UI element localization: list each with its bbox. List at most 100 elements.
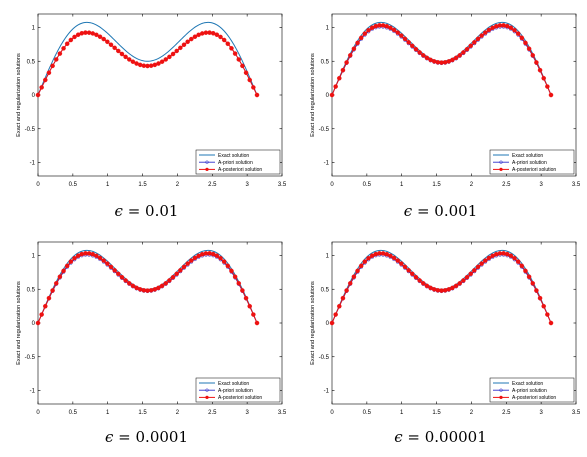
- data-point-aposteriori: [79, 31, 85, 36]
- legend-label-exact: Exact solution: [218, 153, 249, 159]
- data-point-aposteriori: [406, 268, 411, 273]
- x-tick-label: 2.5: [208, 410, 217, 416]
- legend-label-apriori: A-priori solution: [512, 388, 547, 394]
- x-tick-label: 0: [330, 410, 334, 416]
- x-tick-label: 3: [245, 182, 249, 188]
- data-point-aposteriori: [537, 295, 543, 301]
- legend-marker-apriori: [499, 388, 503, 392]
- data-point-aposteriori: [515, 31, 521, 36]
- data-point-aposteriori: [174, 271, 179, 277]
- x-tick-label: 1: [106, 182, 110, 188]
- y-axis-label: Exact and regularization solutions: [310, 281, 316, 365]
- data-point-aposteriori: [189, 258, 194, 263]
- data-point-aposteriori: [417, 50, 422, 55]
- data-point-aposteriori: [229, 268, 234, 274]
- legend-label-aposteriori: A-posteriori solution: [512, 167, 556, 173]
- x-tick-label: 3: [539, 410, 543, 416]
- x-tick-label: 1: [106, 410, 110, 416]
- data-point-aposteriori: [468, 43, 473, 49]
- legend-label-apriori: A-priori solution: [512, 160, 547, 166]
- legend-marker-apriori: [205, 388, 209, 392]
- data-point-aposteriori: [167, 278, 172, 283]
- data-point-aposteriori: [508, 25, 514, 30]
- y-tick-label: -1: [30, 389, 36, 395]
- legend-box: [195, 377, 281, 403]
- chart-3: 0 0.5 1 1.5 2 2.5 3 3.5 -1 -0.5 0 0.5 1 Exact and reg…: [16, 241, 287, 416]
- data-point-aposteriori: [214, 253, 220, 258]
- data-point-aposteriori: [464, 274, 470, 280]
- data-point-aposteriori: [380, 251, 386, 256]
- caption-2-symbol: ϵ: [403, 202, 413, 220]
- plot-frame: [331, 241, 577, 405]
- data-point-aposteriori: [137, 62, 143, 68]
- data-point-aposteriori: [344, 288, 349, 293]
- plot-frame: [37, 13, 283, 177]
- data-point-aposteriori: [541, 75, 546, 81]
- data-point-aposteriori: [50, 288, 55, 293]
- data-point-aposteriori: [127, 281, 132, 286]
- legend-label-exact: Exact solution: [512, 153, 543, 159]
- data-point-aposteriori: [461, 278, 466, 283]
- data-point-aposteriori: [167, 54, 172, 60]
- data-point-aposteriori: [43, 303, 48, 309]
- legend-box: [195, 149, 281, 175]
- x-tick-label: 1: [400, 182, 404, 188]
- data-point-aposteriori: [178, 45, 183, 51]
- data-point-aposteriori: [340, 295, 346, 301]
- x-tick-label: 2: [176, 182, 180, 188]
- x-tick-label: 3.5: [278, 182, 287, 188]
- data-point-aposteriori: [479, 261, 484, 266]
- y-tick-label: 0: [32, 93, 36, 99]
- data-point-aposteriori: [61, 268, 66, 274]
- y-tick-label: -0.5: [319, 355, 330, 361]
- data-point-aposteriori: [185, 261, 190, 266]
- data-point-aposteriori: [229, 46, 234, 51]
- data-point-aposteriori: [35, 92, 41, 98]
- data-point-aposteriori: [116, 48, 121, 54]
- data-point-aposteriori: [523, 40, 528, 46]
- data-point-aposteriori: [221, 259, 227, 264]
- plot-frame: [331, 13, 577, 177]
- caption-3: ϵ = 0.0001: [0, 428, 293, 446]
- x-tick-label: 0.5: [363, 182, 372, 188]
- data-point-aposteriori: [373, 23, 379, 29]
- data-point-aposteriori: [119, 274, 125, 280]
- y-tick-label: 1: [32, 26, 36, 32]
- data-point-aposteriori: [94, 32, 99, 38]
- y-tick-label: 1: [326, 26, 330, 32]
- data-point-aposteriori: [380, 23, 386, 28]
- data-point-aposteriori: [406, 40, 411, 45]
- data-point-aposteriori: [402, 36, 408, 42]
- data-point-aposteriori: [366, 255, 371, 261]
- x-tick-label: 1.5: [138, 410, 147, 416]
- legend-marker-apriori: [205, 160, 209, 164]
- data-point-aposteriori: [410, 43, 415, 49]
- data-point-aposteriori: [159, 59, 165, 64]
- data-point-aposteriori: [247, 303, 252, 309]
- data-point-aposteriori: [424, 283, 430, 289]
- data-point-aposteriori: [337, 303, 342, 309]
- data-point-aposteriori: [127, 57, 132, 62]
- data-point-aposteriori: [54, 281, 59, 286]
- data-point-aposteriori: [112, 45, 117, 51]
- data-point-aposteriori: [236, 281, 242, 286]
- x-tick-label: 0.5: [69, 410, 78, 416]
- y-tick-label: 0.5: [321, 287, 330, 293]
- data-point-aposteriori: [123, 54, 128, 60]
- y-tick-label: 0.5: [27, 59, 36, 65]
- data-point-aposteriori: [105, 39, 110, 45]
- data-point-aposteriori: [355, 268, 360, 274]
- data-point-aposteriori: [483, 30, 488, 35]
- x-tick-label: 3.5: [278, 410, 287, 416]
- data-point-aposteriori: [108, 42, 114, 47]
- plot-frame: [37, 241, 283, 405]
- data-point-aposteriori: [130, 59, 136, 64]
- caption-3-value: = 0.0001: [118, 428, 188, 446]
- x-tick-label: 2: [470, 182, 474, 188]
- data-point-aposteriori: [148, 63, 154, 68]
- data-point-aposteriori: [68, 37, 74, 43]
- data-point-aposteriori: [483, 258, 488, 263]
- legend-marker-aposteriori: [205, 395, 209, 399]
- data-point-aposteriori: [519, 35, 525, 41]
- data-point-aposteriori: [43, 77, 48, 83]
